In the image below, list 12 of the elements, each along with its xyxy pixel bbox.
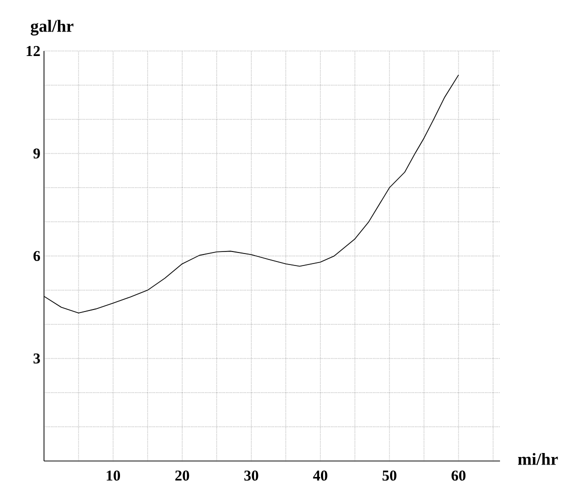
x-tick-label: 40 <box>313 470 328 481</box>
y-tick-label: 12 <box>26 46 40 56</box>
y-axis-title: gal/hr <box>30 20 74 36</box>
x-tick-label: 60 <box>452 470 466 481</box>
y-tick-label: 6 <box>33 250 40 262</box>
x-tick-label: 50 <box>382 470 396 481</box>
x-tick-label: 10 <box>106 470 120 481</box>
y-tick-label: 3 <box>34 353 40 364</box>
x-tick-label: 30 <box>244 470 258 481</box>
y-tick-label: 9 <box>33 148 40 159</box>
x-tick-label: 20 <box>175 470 190 481</box>
x-axis-title: mi/hr <box>518 453 558 465</box>
